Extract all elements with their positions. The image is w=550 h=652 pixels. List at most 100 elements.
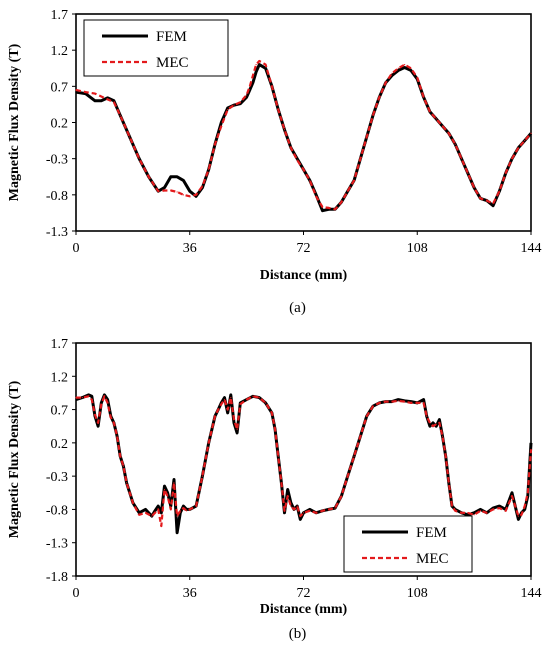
data-point-mec <box>492 508 494 511</box>
data-point-mec <box>94 414 96 416</box>
data-point-fem <box>160 512 162 514</box>
data-point-mec <box>296 505 298 507</box>
data-point-mec <box>157 190 159 192</box>
x-axis-label: Distance (mm) <box>260 268 348 283</box>
data-point-mec <box>119 455 121 457</box>
data-point-mec <box>315 512 317 514</box>
panel-label: (a) <box>289 300 306 316</box>
chart-panel-b: 1.7 1.2 0.7 0.2 -0.3 -0.8 -1.3 -1.8 0 36 72 108 144 D… <box>7 337 542 642</box>
data-point-mec <box>397 67 399 69</box>
data-point-fem <box>530 442 532 444</box>
data-point-fem <box>170 176 172 178</box>
data-point-fem <box>422 398 425 401</box>
data-point-mec <box>451 505 453 507</box>
data-point-mec <box>438 422 440 424</box>
y-tick-label: 1.7 <box>51 337 69 352</box>
y-tick-label: -1.8 <box>46 570 68 585</box>
data-point-fem <box>182 505 185 507</box>
data-point-mec <box>435 423 437 425</box>
data-point-mec <box>445 455 447 457</box>
data-point-mec <box>454 143 456 145</box>
data-point-mec <box>328 508 330 511</box>
data-point-mec <box>129 136 131 138</box>
data-point-fem <box>479 508 482 511</box>
data-point-fem <box>230 394 232 396</box>
data-point-fem <box>157 505 159 507</box>
data-point-mec <box>391 400 393 403</box>
data-point-fem <box>397 398 399 401</box>
data-point-mec <box>429 111 431 113</box>
data-point-mec <box>283 510 286 512</box>
data-point-fem <box>173 478 175 481</box>
data-point-mec <box>122 465 124 467</box>
data-point-mec <box>315 195 317 197</box>
data-point-mec <box>189 195 191 197</box>
data-point-mec <box>378 96 380 98</box>
data-point-mec <box>359 158 361 160</box>
data-point-mec <box>208 442 210 444</box>
x-axis-label: Distance (mm) <box>260 602 348 617</box>
data-point-fem <box>75 398 77 401</box>
data-point-mec <box>473 514 475 516</box>
data-point-fem <box>315 194 317 196</box>
data-point-mec <box>88 395 90 397</box>
data-point-fem <box>258 64 260 66</box>
series-mec <box>75 395 533 528</box>
data-point-mec <box>271 85 273 87</box>
data-point-mec <box>100 95 102 98</box>
data-point-mec <box>173 482 175 484</box>
data-point-fem <box>88 394 90 396</box>
data-point-mec <box>340 495 343 497</box>
y-axis-label: Magnetic Flux Density (T) <box>7 380 22 538</box>
data-point-mec <box>125 482 128 484</box>
data-point-mec <box>179 510 181 512</box>
data-point-mec <box>302 168 305 171</box>
data-point-mec <box>144 512 147 514</box>
data-point-fem <box>511 492 513 494</box>
y-axis-label: Magnetic Flux Density (T) <box>7 43 22 201</box>
data-point-mec <box>227 408 229 411</box>
data-point-mec <box>223 398 226 401</box>
data-point-mec <box>448 482 450 484</box>
y-tick-label: -0.3 <box>46 470 68 485</box>
data-point-fem <box>321 210 324 212</box>
data-point-mec <box>321 206 324 208</box>
data-point-mec <box>479 197 482 200</box>
data-point-mec <box>176 191 178 193</box>
data-point-mec <box>524 139 526 142</box>
data-point-fem <box>264 67 267 69</box>
legend-label-mec: MEC <box>156 55 189 71</box>
data-point-fem <box>100 100 102 102</box>
y-tick-label: 1.2 <box>51 44 69 59</box>
data-point-mec <box>473 187 475 189</box>
data-point-mec <box>160 525 162 527</box>
data-point-mec <box>309 179 311 181</box>
data-point-mec <box>274 428 276 431</box>
data-point-fem <box>163 485 166 487</box>
data-point-mec <box>185 510 188 512</box>
y-tick-label: 0.2 <box>51 117 69 132</box>
data-point-mec <box>249 85 251 87</box>
data-point-mec <box>359 435 361 437</box>
y-tick-label: 1.2 <box>51 370 69 385</box>
data-point-mec <box>410 402 412 404</box>
data-point-fem <box>287 488 289 491</box>
data-point-mec <box>498 190 501 192</box>
data-point-mec <box>479 510 482 512</box>
data-point-mec <box>460 158 463 160</box>
data-point-mec <box>410 67 412 69</box>
y-tick-label: -1.3 <box>46 537 68 552</box>
x-tick-label: 144 <box>521 586 542 601</box>
data-point-mec <box>530 132 532 134</box>
data-point-mec <box>378 402 380 404</box>
data-point-mec <box>264 402 267 404</box>
data-point-mec <box>372 114 374 116</box>
data-point-mec <box>277 108 279 111</box>
data-point-mec <box>75 89 77 91</box>
data-point-fem <box>144 508 147 511</box>
data-point-mec <box>435 118 437 120</box>
data-point-mec <box>233 104 235 106</box>
data-point-mec <box>404 64 406 66</box>
data-point-mec <box>189 508 191 511</box>
